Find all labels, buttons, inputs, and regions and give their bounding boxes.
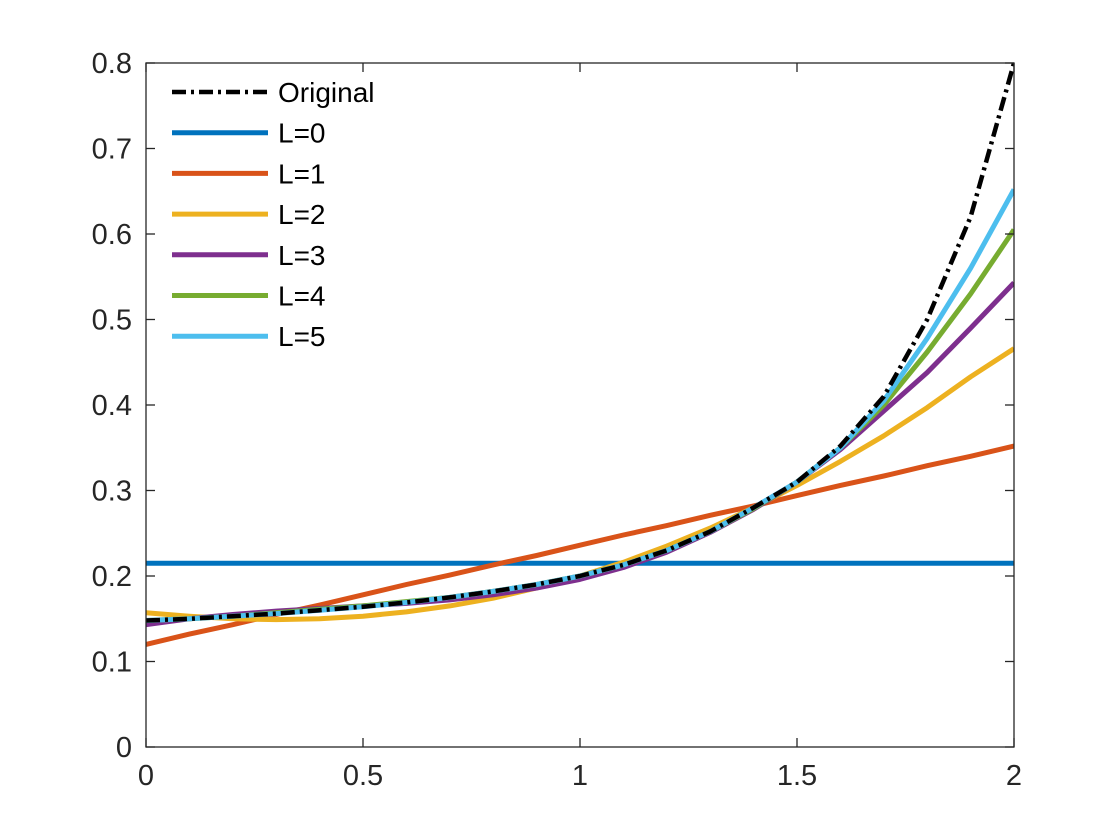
y-tick-label: 0.3 (92, 476, 132, 508)
legend-item: L=2 (172, 199, 326, 230)
legend-item: L=5 (172, 321, 326, 352)
legend-label: Original (278, 77, 374, 108)
y-tick-label: 0.8 (92, 48, 132, 80)
axes-layer: 0 0.5 1 1.5 2 0 0.1 0.2 0.3 0.4 0.5 0.6 0.7 0.8 (92, 48, 1022, 792)
legend-item: L=0 (172, 118, 326, 149)
legend-label: L=5 (278, 321, 326, 352)
legend-label: L=1 (278, 158, 326, 189)
legend: Original L=0 L=1 L=2 L=3 L=4 L=5 (172, 77, 374, 352)
y-tick-label: 0.4 (92, 390, 132, 422)
y-tick-label: 0.2 (92, 561, 132, 593)
legend-label: L=2 (278, 199, 326, 230)
x-tick-label: 2 (1006, 760, 1022, 792)
x-tick-label: 1 (572, 760, 588, 792)
legend-label: L=4 (278, 281, 326, 312)
legend-item: L=3 (172, 240, 326, 271)
legend-item: L=4 (172, 281, 326, 312)
x-tick-label: 0.5 (343, 760, 383, 792)
y-tick-label: 0.7 (92, 134, 132, 166)
x-tick-label: 0 (138, 760, 154, 792)
series-line-original (146, 63, 1014, 623)
legend-label: L=3 (278, 240, 326, 271)
y-tick-label: 0 (116, 732, 132, 764)
x-tick-label: 1.5 (777, 760, 817, 792)
y-tick-label: 0.5 (92, 305, 132, 337)
legend-item: L=1 (172, 158, 326, 189)
y-tick-label: 0.6 (92, 219, 132, 251)
legend-item: Original (172, 77, 374, 108)
y-tick-label: 0.1 (92, 647, 132, 679)
legend-label: L=0 (278, 118, 326, 149)
series-layer (146, 63, 1014, 647)
